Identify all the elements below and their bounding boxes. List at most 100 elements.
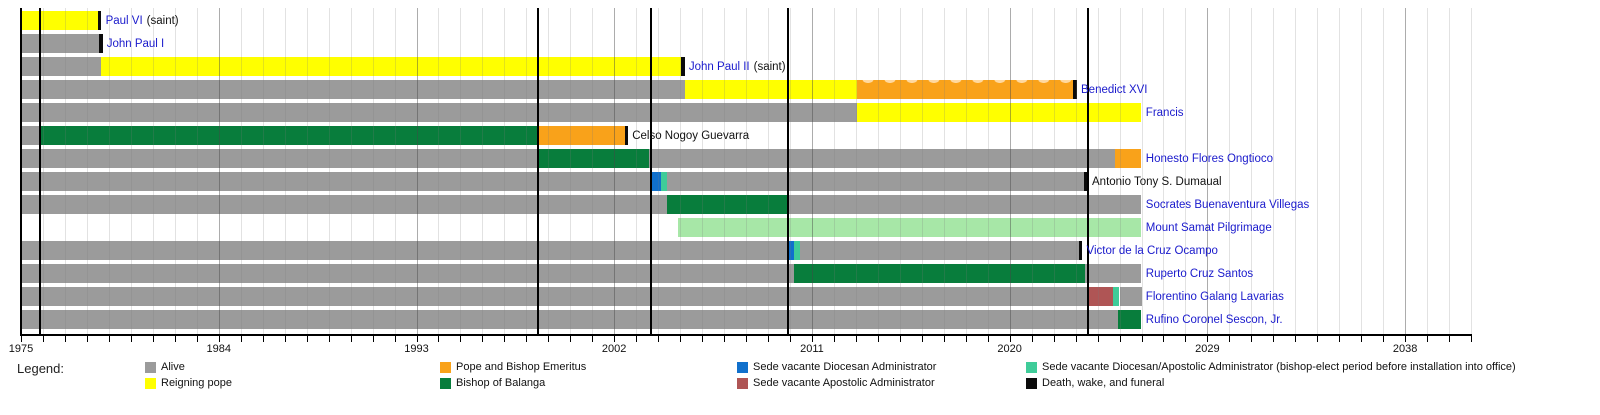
gridline-1990: [350, 8, 352, 334]
row-label-text[interactable]: John Paul II: [688, 60, 750, 73]
gridline-2029: [1207, 8, 1209, 334]
axis-tick-2027: [1163, 336, 1165, 342]
gridline-1981: [152, 8, 154, 334]
gridline-1977: [64, 8, 66, 334]
bar-segment-alive-antonio-tony-s-dumaual: [667, 172, 1085, 191]
gridline-1999: [548, 8, 550, 334]
row-label-text[interactable]: Benedict XVI: [1081, 83, 1148, 96]
axis-tick-2001: [592, 336, 594, 342]
axis-tick-2023: [1075, 336, 1077, 342]
axis-tick-2016: [921, 336, 923, 342]
bar-segment-alive-john-paul-ii: [21, 57, 101, 76]
row-label-ruperto-cruz-santos: Ruperto Cruz Santos: [1146, 264, 1253, 283]
gridline-2000: [570, 8, 572, 334]
gridline-2036: [1361, 8, 1363, 334]
row-label-paul-vi: Paul VI (saint): [106, 11, 179, 30]
bar-segment-alive-florentino-galang-lavarias: [21, 287, 1087, 306]
axis-tick-2029: [1207, 336, 1209, 342]
axis-tick-2019: [987, 336, 989, 342]
bar-segment-alive-ruperto-cruz-santos: [21, 264, 794, 283]
axis-tick-1989: [328, 336, 330, 342]
row-label-text[interactable]: Paul VI: [105, 14, 143, 27]
legend-label-death_wake_funeral: Death, wake, and funeral: [1042, 377, 1165, 389]
gridline-2004: [658, 8, 660, 334]
axis-tick-2017: [943, 336, 945, 342]
gridline-2032: [1273, 8, 1275, 334]
gridline-1982: [174, 8, 176, 334]
axis-tick-2033: [1295, 336, 1297, 342]
axis-tick-2015: [899, 336, 901, 342]
bar-segment-alive-francis: [21, 103, 857, 122]
bar-segment-death_wake_funeral-paul-vi: [97, 11, 102, 30]
gridline-2010: [789, 8, 791, 334]
gridline-2012: [833, 8, 835, 334]
gridline-2039: [1427, 8, 1429, 334]
bar-segment-alive-honesto-flores-ongtioco: [21, 149, 538, 168]
axis-tick-1982: [174, 336, 176, 342]
axis-tick-2025: [1119, 336, 1121, 342]
gridline-1980: [130, 8, 132, 334]
gridline-2001: [592, 8, 594, 334]
bar-segment-reigning_pope-john-paul-ii: [100, 57, 682, 76]
row-label-text[interactable]: Florentino Galang Lavarias: [1145, 290, 1284, 303]
gridline-1979: [108, 8, 110, 334]
legend-item-reigning_pope: Reigning pope: [145, 377, 232, 389]
gridline-2040: [1449, 8, 1450, 334]
gridline-2018: [965, 8, 967, 334]
axis-tick-2004: [658, 336, 660, 342]
axis-tick-2032: [1273, 336, 1275, 342]
axis-tick-1986: [262, 336, 264, 342]
event-line-1975.82: [39, 8, 41, 334]
axis-label-1975: 1975: [8, 343, 34, 355]
gridline-2023: [1075, 8, 1077, 334]
legend-label-sv_apostolic_admin: Sede vacante Apostolic Administrator: [753, 377, 935, 389]
row-label-text[interactable]: Francis: [1145, 106, 1184, 119]
axis-tick-2040: [1449, 336, 1450, 342]
row-label-victor-de-la-cruz-ocampo: Victor de la Cruz Ocampo: [1087, 241, 1218, 260]
axis-tick-1978: [86, 336, 88, 342]
legend-swatch-sv_bishop_elect: [1026, 361, 1037, 373]
row-label-text[interactable]: Honesto Flores Ongtioco: [1145, 152, 1273, 165]
bar-segment-alive-socrates-buenaventura-villegas: [787, 195, 1142, 214]
row-label-socrates-buenaventura-villegas: Socrates Buenaventura Villegas: [1146, 195, 1309, 214]
axis-tick-1976: [43, 336, 44, 342]
bar-segment-sv_diocesan_admin-antonio-tony-s-dumaual: [650, 172, 662, 191]
axis-tick-1975: [21, 336, 22, 342]
bar-segment-death_wake_funeral-benedict-xvi: [1073, 80, 1078, 99]
bar-segment-bishop_of_balanga-socrates-buenaventura-villegas: [667, 195, 787, 214]
row-label-text: Celso Nogoy Guevarra: [632, 129, 750, 142]
axis-tick-2036: [1361, 336, 1363, 342]
row-label-text[interactable]: Rufino Coronel Sescon, Jr.: [1145, 313, 1283, 326]
legend-swatch-pope_bishop_emeritus: [440, 361, 451, 373]
row-label-benedict-xvi: Benedict XVI: [1081, 80, 1147, 99]
axis-tick-2028: [1185, 336, 1187, 342]
legend-heading: Legend:: [17, 361, 64, 376]
legend-swatch-death_wake_funeral: [1026, 377, 1037, 389]
axis-tick-1993: [416, 336, 418, 342]
row-label-text[interactable]: Victor de la Cruz Ocampo: [1086, 244, 1218, 257]
gridline-2030: [1229, 8, 1231, 334]
row-label-text[interactable]: John Paul I: [106, 37, 165, 50]
axis-label-2029: 2029: [1195, 343, 1220, 355]
axis-tick-1992: [394, 336, 396, 342]
axis-label-2011: 2011: [800, 343, 824, 355]
row-label-text[interactable]: Socrates Buenaventura Villegas: [1145, 198, 1310, 211]
bar-segment-alive-ruperto-cruz-santos: [1085, 264, 1142, 283]
row-label-mount-samat-pilgrimage: Mount Samat Pilgrimage: [1146, 218, 1272, 237]
gridline-2017: [943, 8, 945, 334]
gridline-1988: [306, 8, 308, 334]
axis-tick-2003: [636, 336, 638, 342]
axis-tick-2009: [768, 336, 769, 342]
row-label-text[interactable]: Ruperto Cruz Santos: [1145, 267, 1254, 280]
axis-tick-2010: [789, 336, 791, 342]
bar-segment-death_wake_funeral-victor-de-la-cruz-ocampo: [1078, 241, 1083, 260]
axis-tick-1984: [218, 336, 220, 342]
axis-tick-1990: [350, 336, 352, 342]
axis-tick-1995: [460, 336, 462, 342]
gridline-2016: [921, 8, 923, 334]
event-line-2003.63: [650, 8, 652, 334]
row-label-text[interactable]: Mount Samat Pilgrimage: [1145, 221, 1272, 234]
axis-tick-2030: [1229, 336, 1231, 342]
bar-segment-alive-benedict-xvi: [21, 80, 685, 99]
